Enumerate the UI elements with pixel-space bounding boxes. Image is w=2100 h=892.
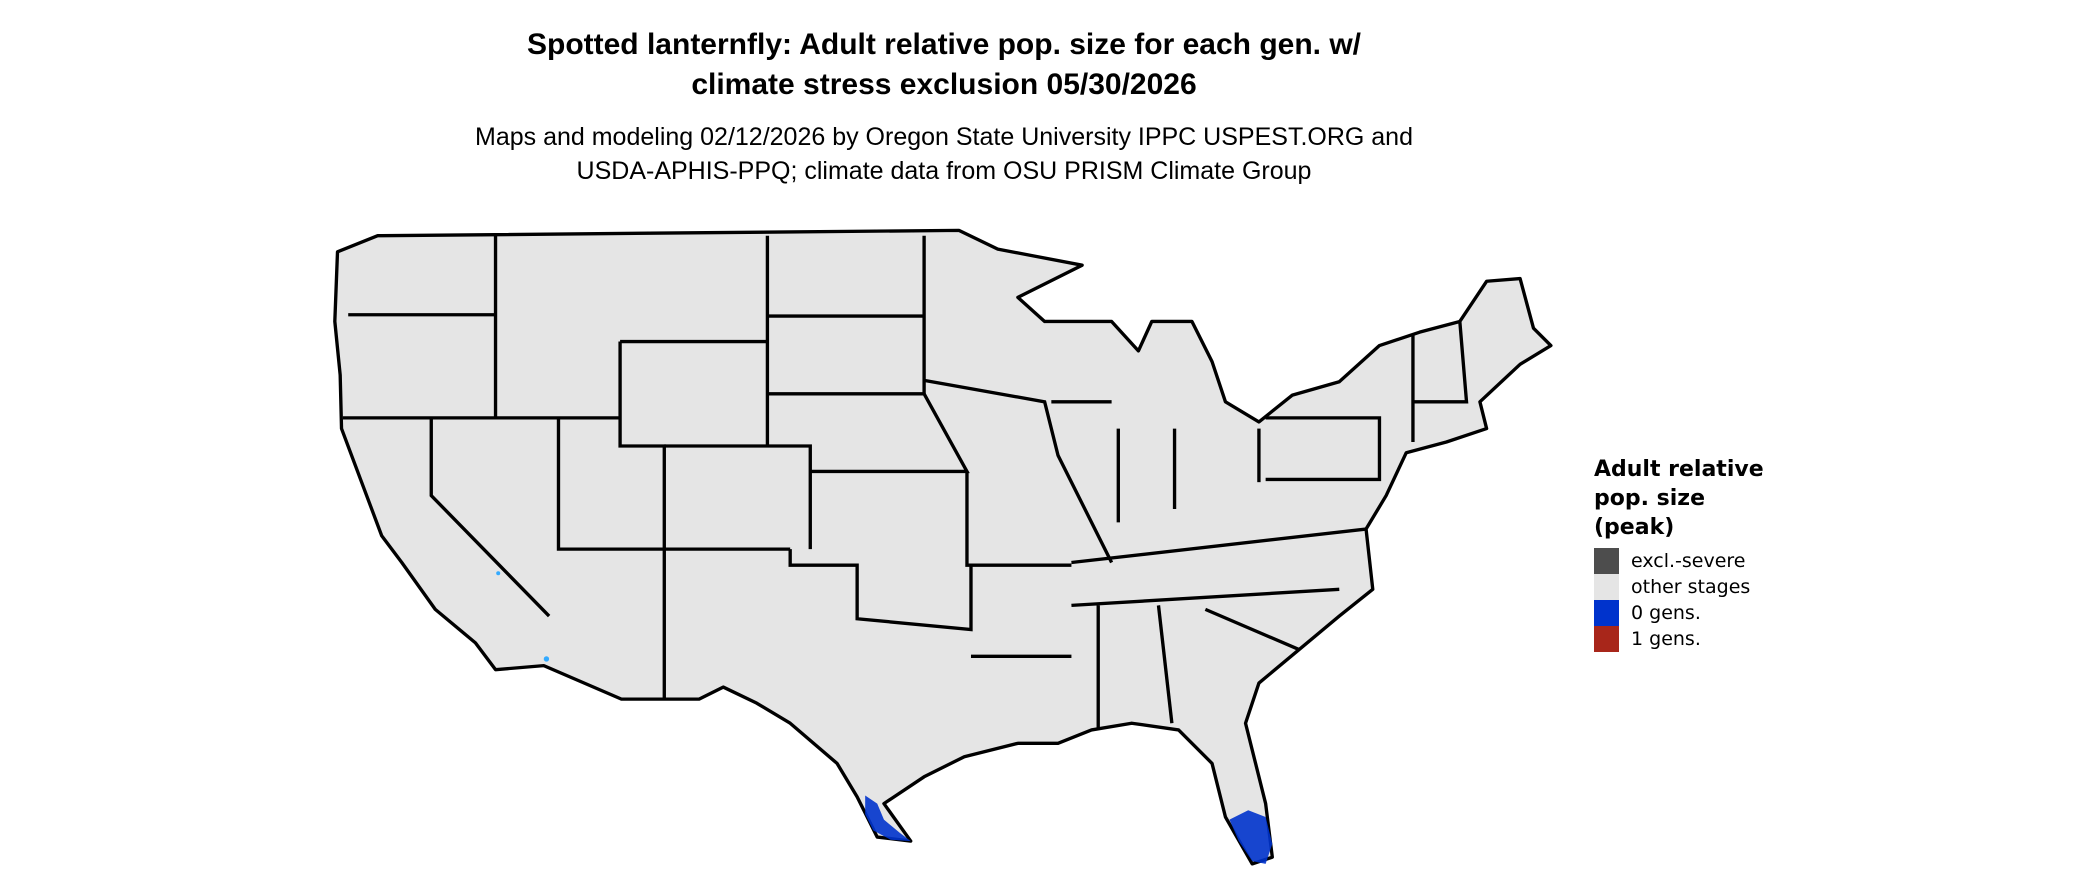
legend-swatch: [1594, 574, 1619, 600]
legend-label: 1 gens.: [1631, 628, 1701, 650]
legend-item-1-gens: 1 gens.: [1594, 626, 1764, 652]
minor-area: [543, 656, 550, 662]
legend-label: 0 gens.: [1631, 602, 1701, 624]
florida-zero-gens-area: [1229, 810, 1273, 864]
legend-title-line: pop. size: [1594, 486, 1705, 511]
legend-label: other stages: [1631, 576, 1751, 598]
legend-item-other-stages: other stages: [1594, 574, 1764, 600]
legend-item-excl-severe: excl.-severe: [1594, 548, 1764, 574]
legend-item-0-gens: 0 gens.: [1594, 600, 1764, 626]
us-outline: [333, 228, 1553, 866]
legend-title: Adult relative pop. size (peak): [1594, 455, 1764, 542]
map-title-line2: climate stress exclusion 05/30/2026: [691, 68, 1197, 101]
texas-zero-gens-area: [865, 795, 911, 842]
legend-swatch: [1594, 626, 1619, 652]
legend-title-line: Adult relative: [1594, 457, 1764, 482]
legend: Adult relative pop. size (peak) excl.-se…: [1594, 455, 1764, 652]
legend-swatch: [1594, 548, 1619, 574]
map-title-line1: Spotted lanternfly: Adult relative pop. …: [526, 28, 1361, 61]
legend-swatch: [1594, 600, 1619, 626]
map-subtitle-line1: Maps and modeling 02/12/2026 by Oregon S…: [475, 123, 1413, 151]
legend-label: excl.-severe: [1631, 550, 1746, 572]
legend-title-line: (peak): [1594, 515, 1675, 540]
zero-gens-areas: [496, 571, 1273, 864]
minor-area: [496, 571, 501, 576]
state-borders: [342, 235, 1469, 730]
map-subtitle-line2: USDA-APHIS-PPQ; climate data from OSU PR…: [576, 157, 1312, 185]
